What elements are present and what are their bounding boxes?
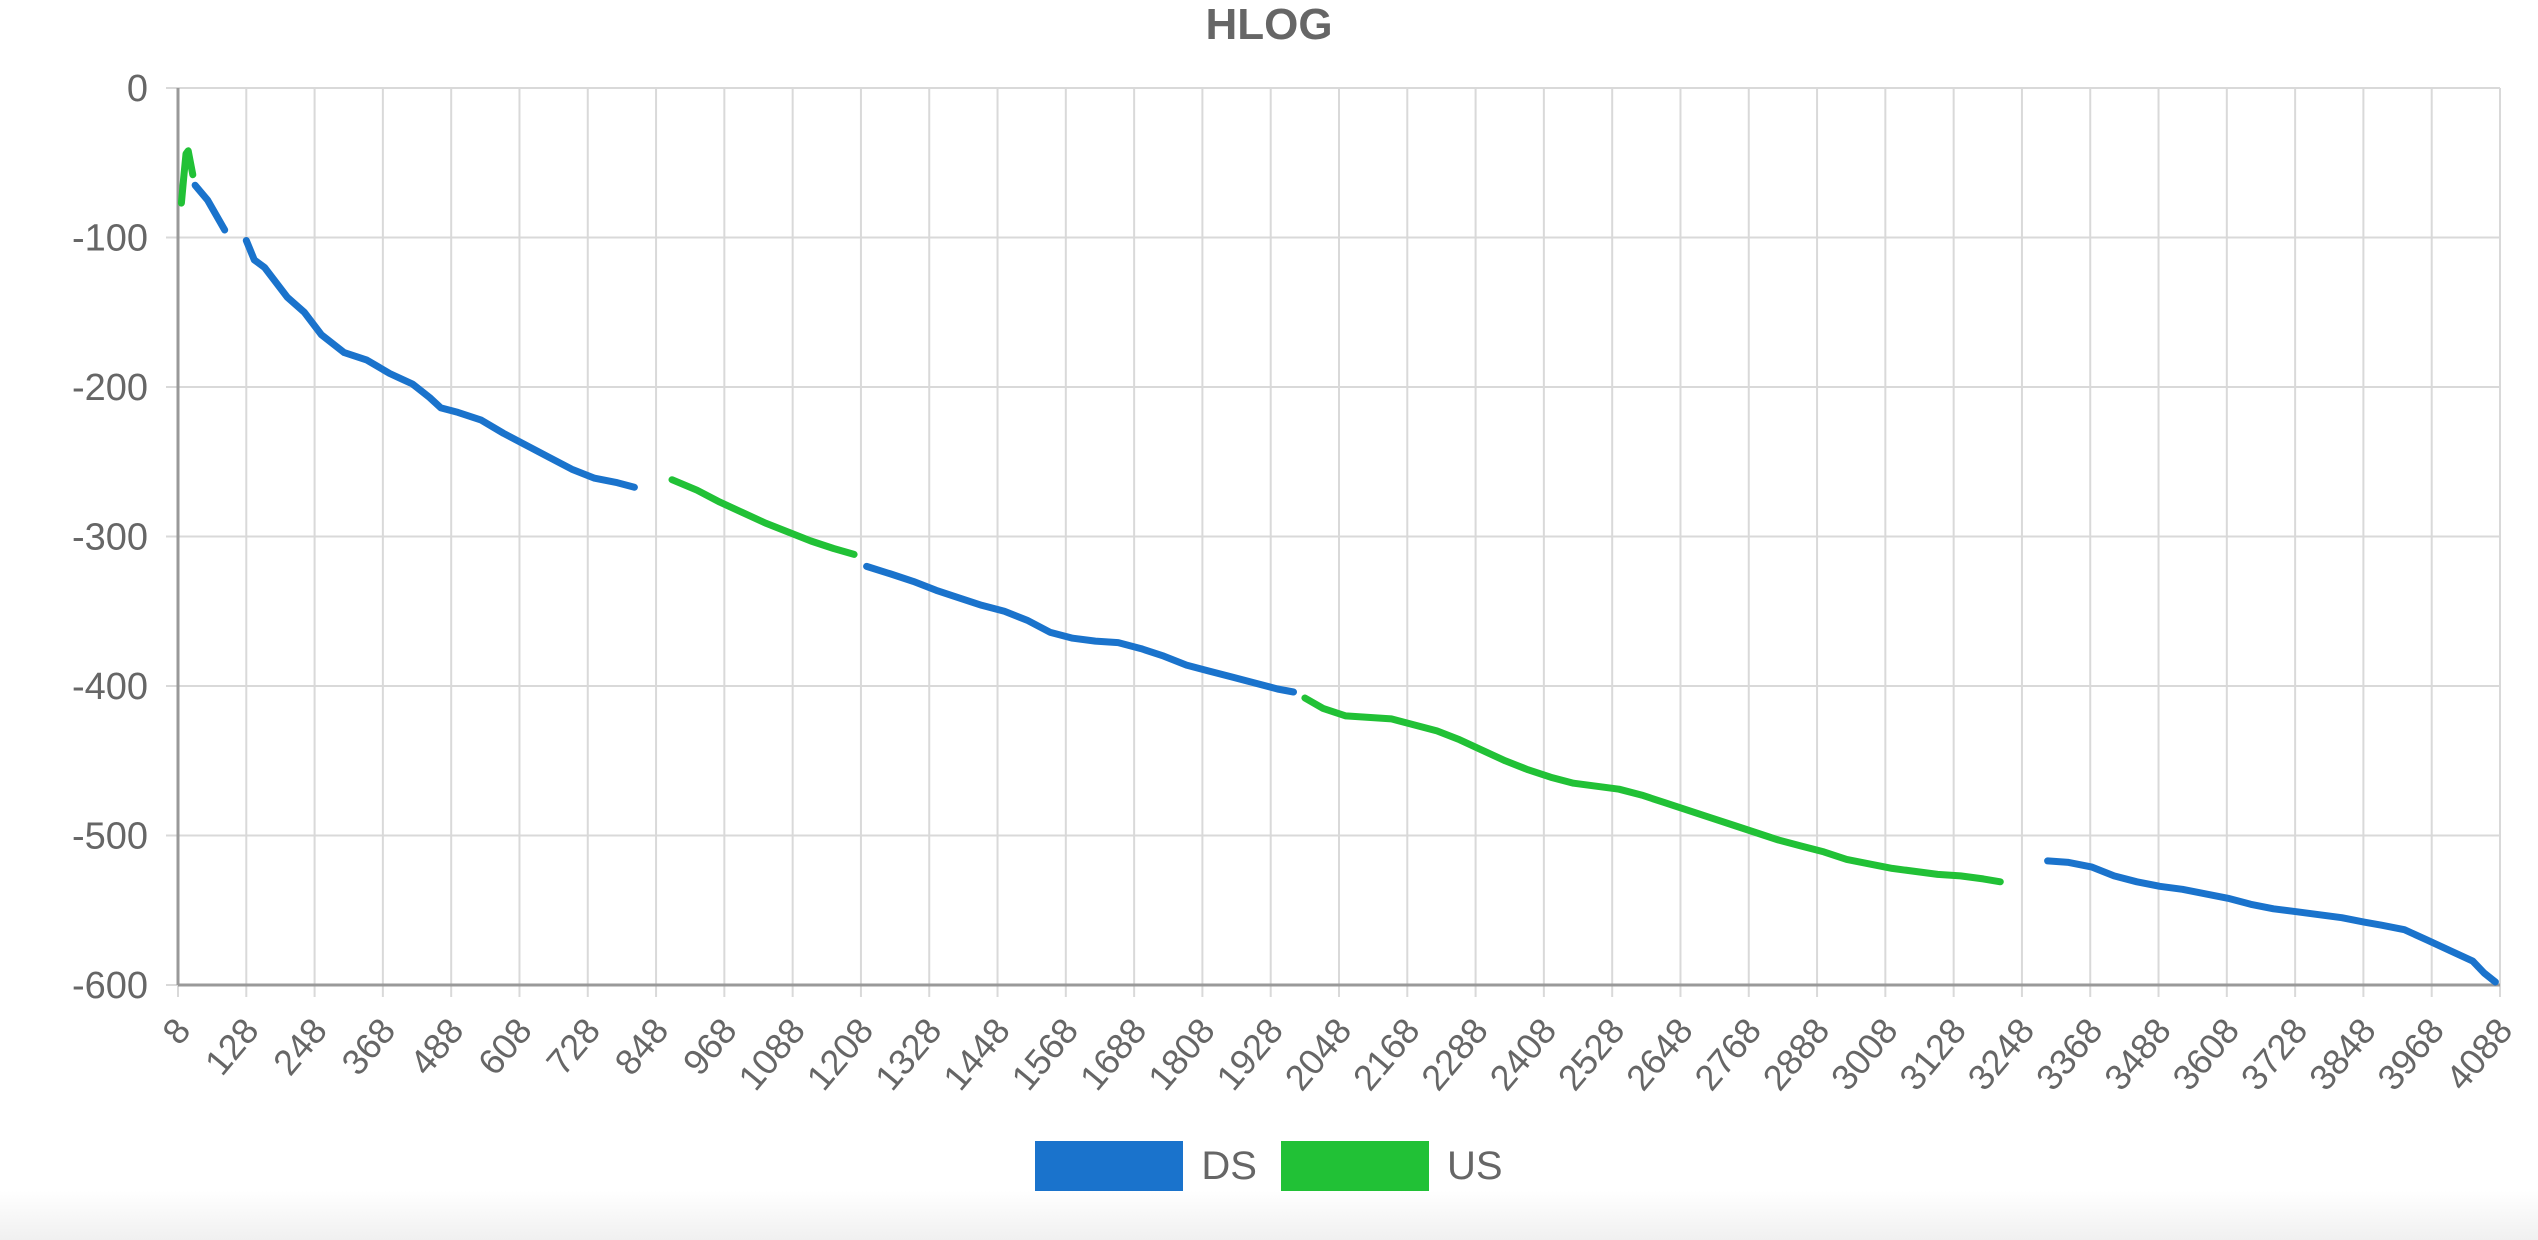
x-tick-label: 608 <box>470 1010 540 1082</box>
y-tick-label: -400 <box>72 666 148 708</box>
legend-swatch-us <box>1281 1141 1429 1191</box>
legend-label-us: US <box>1447 1143 1503 1188</box>
y-tick-label: -600 <box>72 965 148 1007</box>
bottom-shadow <box>0 1190 2538 1240</box>
y-tick-label: -200 <box>72 367 148 409</box>
series-ds-line <box>2044 857 2499 986</box>
x-tick-label: 1208 <box>798 1010 881 1098</box>
x-tick-label: 2048 <box>1276 1010 1359 1098</box>
x-tick-label: 3728 <box>2233 1010 2316 1098</box>
y-tick-label: -100 <box>72 218 148 260</box>
x-tick-label: 3008 <box>1823 1010 1906 1098</box>
x-tick-label: 368 <box>333 1010 403 1082</box>
axes <box>176 88 2500 987</box>
x-tick-label: 2528 <box>1550 1010 1633 1098</box>
x-tick-label: 2288 <box>1413 1010 1496 1098</box>
x-tick-label: 3608 <box>2164 1010 2247 1098</box>
y-axis-ticks: 0 -100 -200 -300 -400 -500 -600 <box>72 68 148 1007</box>
series-ds-line <box>863 562 1297 696</box>
x-tick-label: 128 <box>197 1010 267 1082</box>
series-ds-line <box>191 181 229 234</box>
x-tick-label: 2168 <box>1345 1010 1428 1098</box>
x-tick-label: 2648 <box>1618 1010 1701 1098</box>
y-tick-label: -500 <box>72 816 148 858</box>
chart-title: HLOG <box>1205 0 1333 49</box>
x-tick-label: 2888 <box>1754 1010 1837 1098</box>
x-tick-label: 248 <box>265 1010 335 1082</box>
x-tick-label: 1448 <box>935 1010 1018 1098</box>
x-tick-label: 2768 <box>1686 1010 1769 1098</box>
x-tick-label: 3488 <box>2096 1010 2179 1098</box>
legend-label-ds: DS <box>1201 1143 1257 1188</box>
series-us-line <box>177 147 197 207</box>
x-axis-ticks: 8128248368488608728848968108812081328144… <box>154 1010 2520 1098</box>
x-tick-label: 3848 <box>2301 1010 2384 1098</box>
legend-item-ds[interactable]: DS <box>1035 1141 1257 1191</box>
legend: DS US <box>0 1138 2538 1194</box>
series-lines <box>177 147 2499 986</box>
x-tick-label: 3248 <box>1959 1010 2042 1098</box>
y-tick-label: 0 <box>127 68 148 110</box>
series-us-line <box>1301 694 2004 886</box>
x-tick-label: 1088 <box>730 1010 813 1098</box>
legend-item-us[interactable]: US <box>1281 1141 1503 1191</box>
x-tick-label: 1688 <box>1072 1010 1155 1098</box>
x-tick-label: 1328 <box>867 1010 950 1098</box>
x-tick-label: 3968 <box>2369 1010 2452 1098</box>
x-tick-label: 3368 <box>2028 1010 2111 1098</box>
x-tick-label: 3128 <box>1891 1010 1974 1098</box>
x-tick-label: 1928 <box>1208 1010 1291 1098</box>
x-tick-label: 2408 <box>1481 1010 1564 1098</box>
x-tick-label: 848 <box>606 1010 676 1082</box>
legend-swatch-ds <box>1035 1141 1184 1191</box>
series-us-line <box>668 476 858 558</box>
series-ds-line <box>242 237 638 491</box>
grid-lines <box>166 87 2501 997</box>
x-tick-label: 8 <box>154 1010 198 1052</box>
x-tick-label: 1808 <box>1140 1010 1223 1098</box>
y-tick-label: -300 <box>72 517 148 559</box>
x-tick-label: 728 <box>538 1010 608 1082</box>
x-tick-label: 1568 <box>1003 1010 1086 1098</box>
x-tick-label: 488 <box>401 1010 471 1082</box>
x-tick-label: 4088 <box>2437 1010 2520 1098</box>
